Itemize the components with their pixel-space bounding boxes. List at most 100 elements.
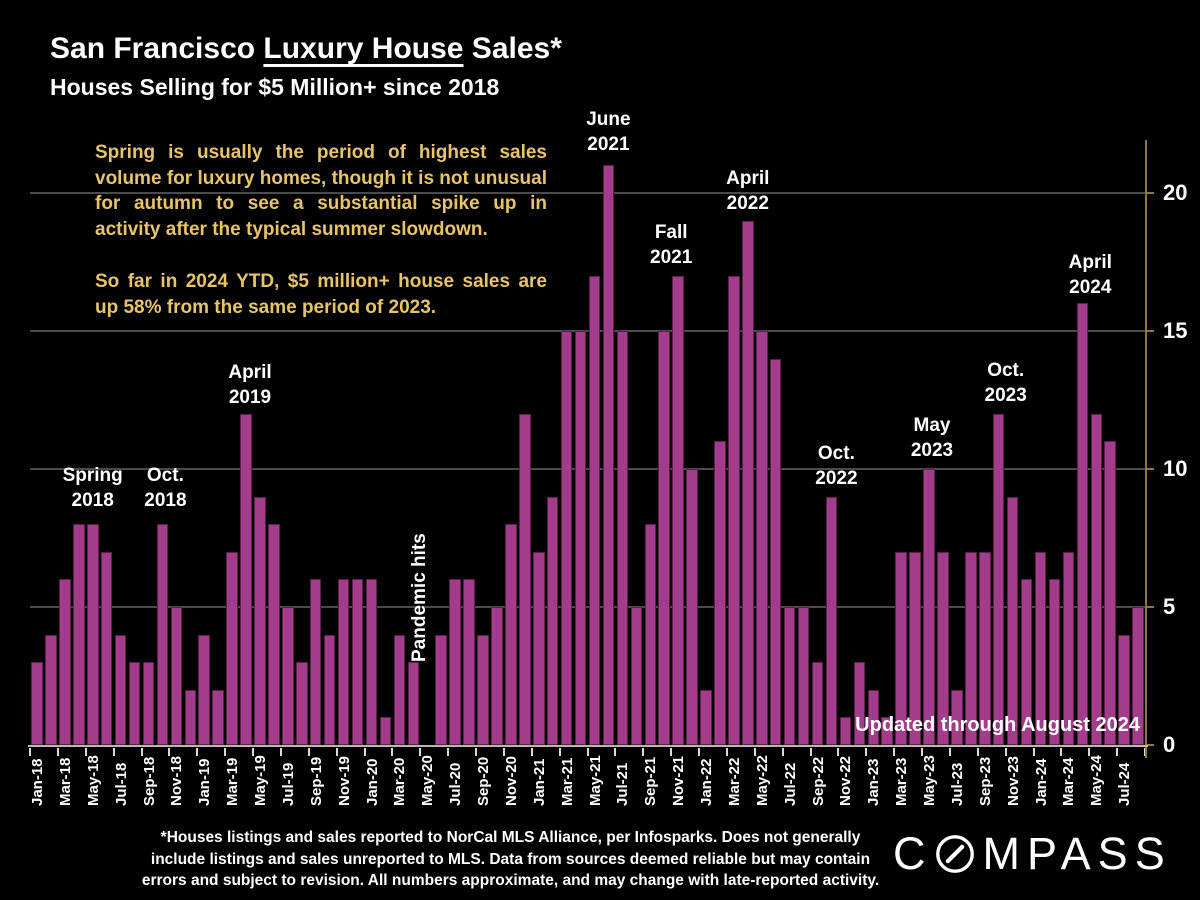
x-axis-label-Jan-20: Jan-20 — [363, 758, 381, 806]
bar-Jan-18 — [31, 662, 43, 745]
commentary-paragraph-2: So far in 2024 YTD, $5 million+ house sa… — [95, 271, 547, 318]
bar-May-24 — [1090, 414, 1102, 745]
bar-Feb-21 — [546, 497, 559, 745]
y-axis-tick-5 — [1145, 606, 1154, 608]
bar-Apr-19 — [240, 414, 252, 745]
y-axis-label-0: 0 — [1163, 732, 1176, 757]
bar-Mar-21 — [560, 331, 573, 745]
x-axis-label-Mar-20: Mar-20 — [391, 757, 409, 806]
y-axis-label-5: 5 — [1163, 594, 1176, 619]
y-axis-line — [1145, 140, 1147, 758]
pandemic-annotation-text: Pandemic hits — [409, 533, 430, 662]
x-axis-tick-13 — [391, 748, 394, 756]
annotation-line: Oct. — [817, 443, 855, 464]
annotation-Oct.-2022: Oct. 2022 — [776, 441, 896, 491]
bar-Feb-19 — [212, 690, 224, 745]
x-axis-tick-12 — [363, 748, 366, 756]
x-axis-label-Jan-21: Jan-21 — [530, 758, 548, 806]
bar-Mar-19 — [226, 552, 238, 745]
bar-Jun-22 — [769, 359, 782, 745]
x-axis-tick-18 — [530, 748, 533, 756]
x-axis-tick-6 — [196, 748, 199, 756]
x-axis-label-Nov-21: Nov-21 — [670, 755, 688, 806]
bar-Apr-22 — [742, 221, 754, 745]
bar-Feb-20 — [379, 717, 392, 745]
bar-Feb-22 — [714, 441, 726, 745]
bar-Nov-20 — [505, 524, 517, 745]
x-axis-label-Jul-24: Jul-24 — [1116, 762, 1134, 806]
bar-Aug-21 — [630, 607, 642, 745]
annotation-line: 2023 — [910, 440, 954, 461]
annotation-line: 2019 — [228, 387, 272, 408]
bar-Jul-22 — [783, 607, 796, 745]
x-axis-tick-5 — [168, 748, 171, 756]
gridline-20 — [30, 192, 1145, 194]
bar-Nov-19 — [337, 579, 350, 745]
x-axis-label-Jan-18: Jan-18 — [29, 758, 46, 806]
x-axis-label-Sep-18: Sep-18 — [140, 756, 158, 806]
bar-Jan-23 — [867, 690, 879, 745]
x-axis-tick-34 — [976, 748, 979, 756]
bar-Jul-21 — [616, 331, 629, 745]
bar-Feb-18 — [45, 635, 57, 745]
x-axis-label-Nov-22: Nov-22 — [837, 755, 855, 806]
annotation-line: June — [586, 109, 631, 130]
bar-Jan-22 — [700, 690, 712, 745]
bar-Jun-18 — [100, 552, 113, 745]
x-axis-tick-28 — [809, 748, 812, 756]
x-axis-tick-33 — [948, 748, 951, 756]
bar-Oct-19 — [323, 635, 336, 745]
x-axis-label-Mar-21: Mar-21 — [558, 757, 576, 806]
x-axis-tick-38 — [1088, 748, 1091, 756]
x-axis-label-Jan-19: Jan-19 — [196, 758, 214, 806]
bar-Feb-23 — [881, 717, 893, 745]
x-axis-label-Nov-19: Nov-19 — [335, 755, 353, 806]
x-axis-tick-3 — [112, 748, 115, 756]
annotation-April-2024: April 2024 — [1030, 250, 1150, 300]
y-axis-label-10: 10 — [1163, 456, 1188, 481]
bar-Oct-23 — [992, 414, 1005, 745]
x-axis-label-Mar-24: Mar-24 — [1060, 757, 1078, 806]
bar-Nov-23 — [1006, 497, 1019, 745]
x-axis-label-Jan-24: Jan-24 — [1032, 758, 1050, 806]
bar-Jun-24 — [1104, 441, 1116, 745]
annotation-line: Oct. — [987, 360, 1025, 381]
page-title: San Francisco Luxury House Sales* — [50, 32, 562, 66]
bar-Mar-20 — [393, 635, 406, 745]
x-axis-label-Sep-22: Sep-22 — [809, 756, 827, 806]
x-axis-tick-16 — [475, 748, 477, 756]
bar-Dec-22 — [853, 662, 865, 745]
x-axis-tick-31 — [893, 748, 896, 756]
annotation-line: 2024 — [1069, 277, 1112, 298]
x-axis-tick-8 — [252, 748, 254, 756]
x-axis-tick-15 — [447, 748, 450, 756]
x-axis-label-Jul-18: Jul-18 — [112, 762, 130, 806]
x-axis-tick-30 — [865, 748, 868, 756]
bar-Apr-23 — [909, 552, 921, 745]
bar-Sep-20 — [477, 635, 489, 745]
annotation-line: 2018 — [71, 490, 114, 511]
bar-Oct-22 — [825, 497, 838, 745]
compass-o-needle-icon — [935, 835, 974, 873]
annotation-line: 2022 — [726, 193, 769, 214]
bar-Jun-19 — [268, 524, 280, 745]
bar-Dec-19 — [351, 579, 364, 745]
x-axis-tick-35 — [1004, 748, 1007, 756]
bar-Aug-18 — [128, 662, 141, 745]
x-axis-label-May-18: May-18 — [84, 755, 102, 806]
bar-Aug-23 — [965, 552, 977, 745]
x-axis-tick-2 — [84, 748, 87, 756]
x-axis-tick-26 — [753, 748, 756, 756]
bar-Jan-24 — [1034, 552, 1047, 745]
x-axis-tick-24 — [698, 748, 700, 756]
bar-Dec-18 — [184, 690, 196, 745]
bar-Aug-22 — [797, 607, 810, 745]
x-axis-label-Jan-22: Jan-22 — [698, 758, 715, 806]
bar-Mar-23 — [895, 552, 907, 745]
x-axis-tick-21 — [614, 748, 617, 756]
y-axis-tick-15 — [1145, 330, 1154, 332]
bar-Jul-20 — [449, 579, 461, 745]
annotation-April-2019: April 2019 — [190, 360, 310, 410]
annotation-Oct.-2023: Oct. 2023 — [946, 358, 1066, 408]
x-axis-label-Jul-22: Jul-22 — [781, 762, 799, 806]
